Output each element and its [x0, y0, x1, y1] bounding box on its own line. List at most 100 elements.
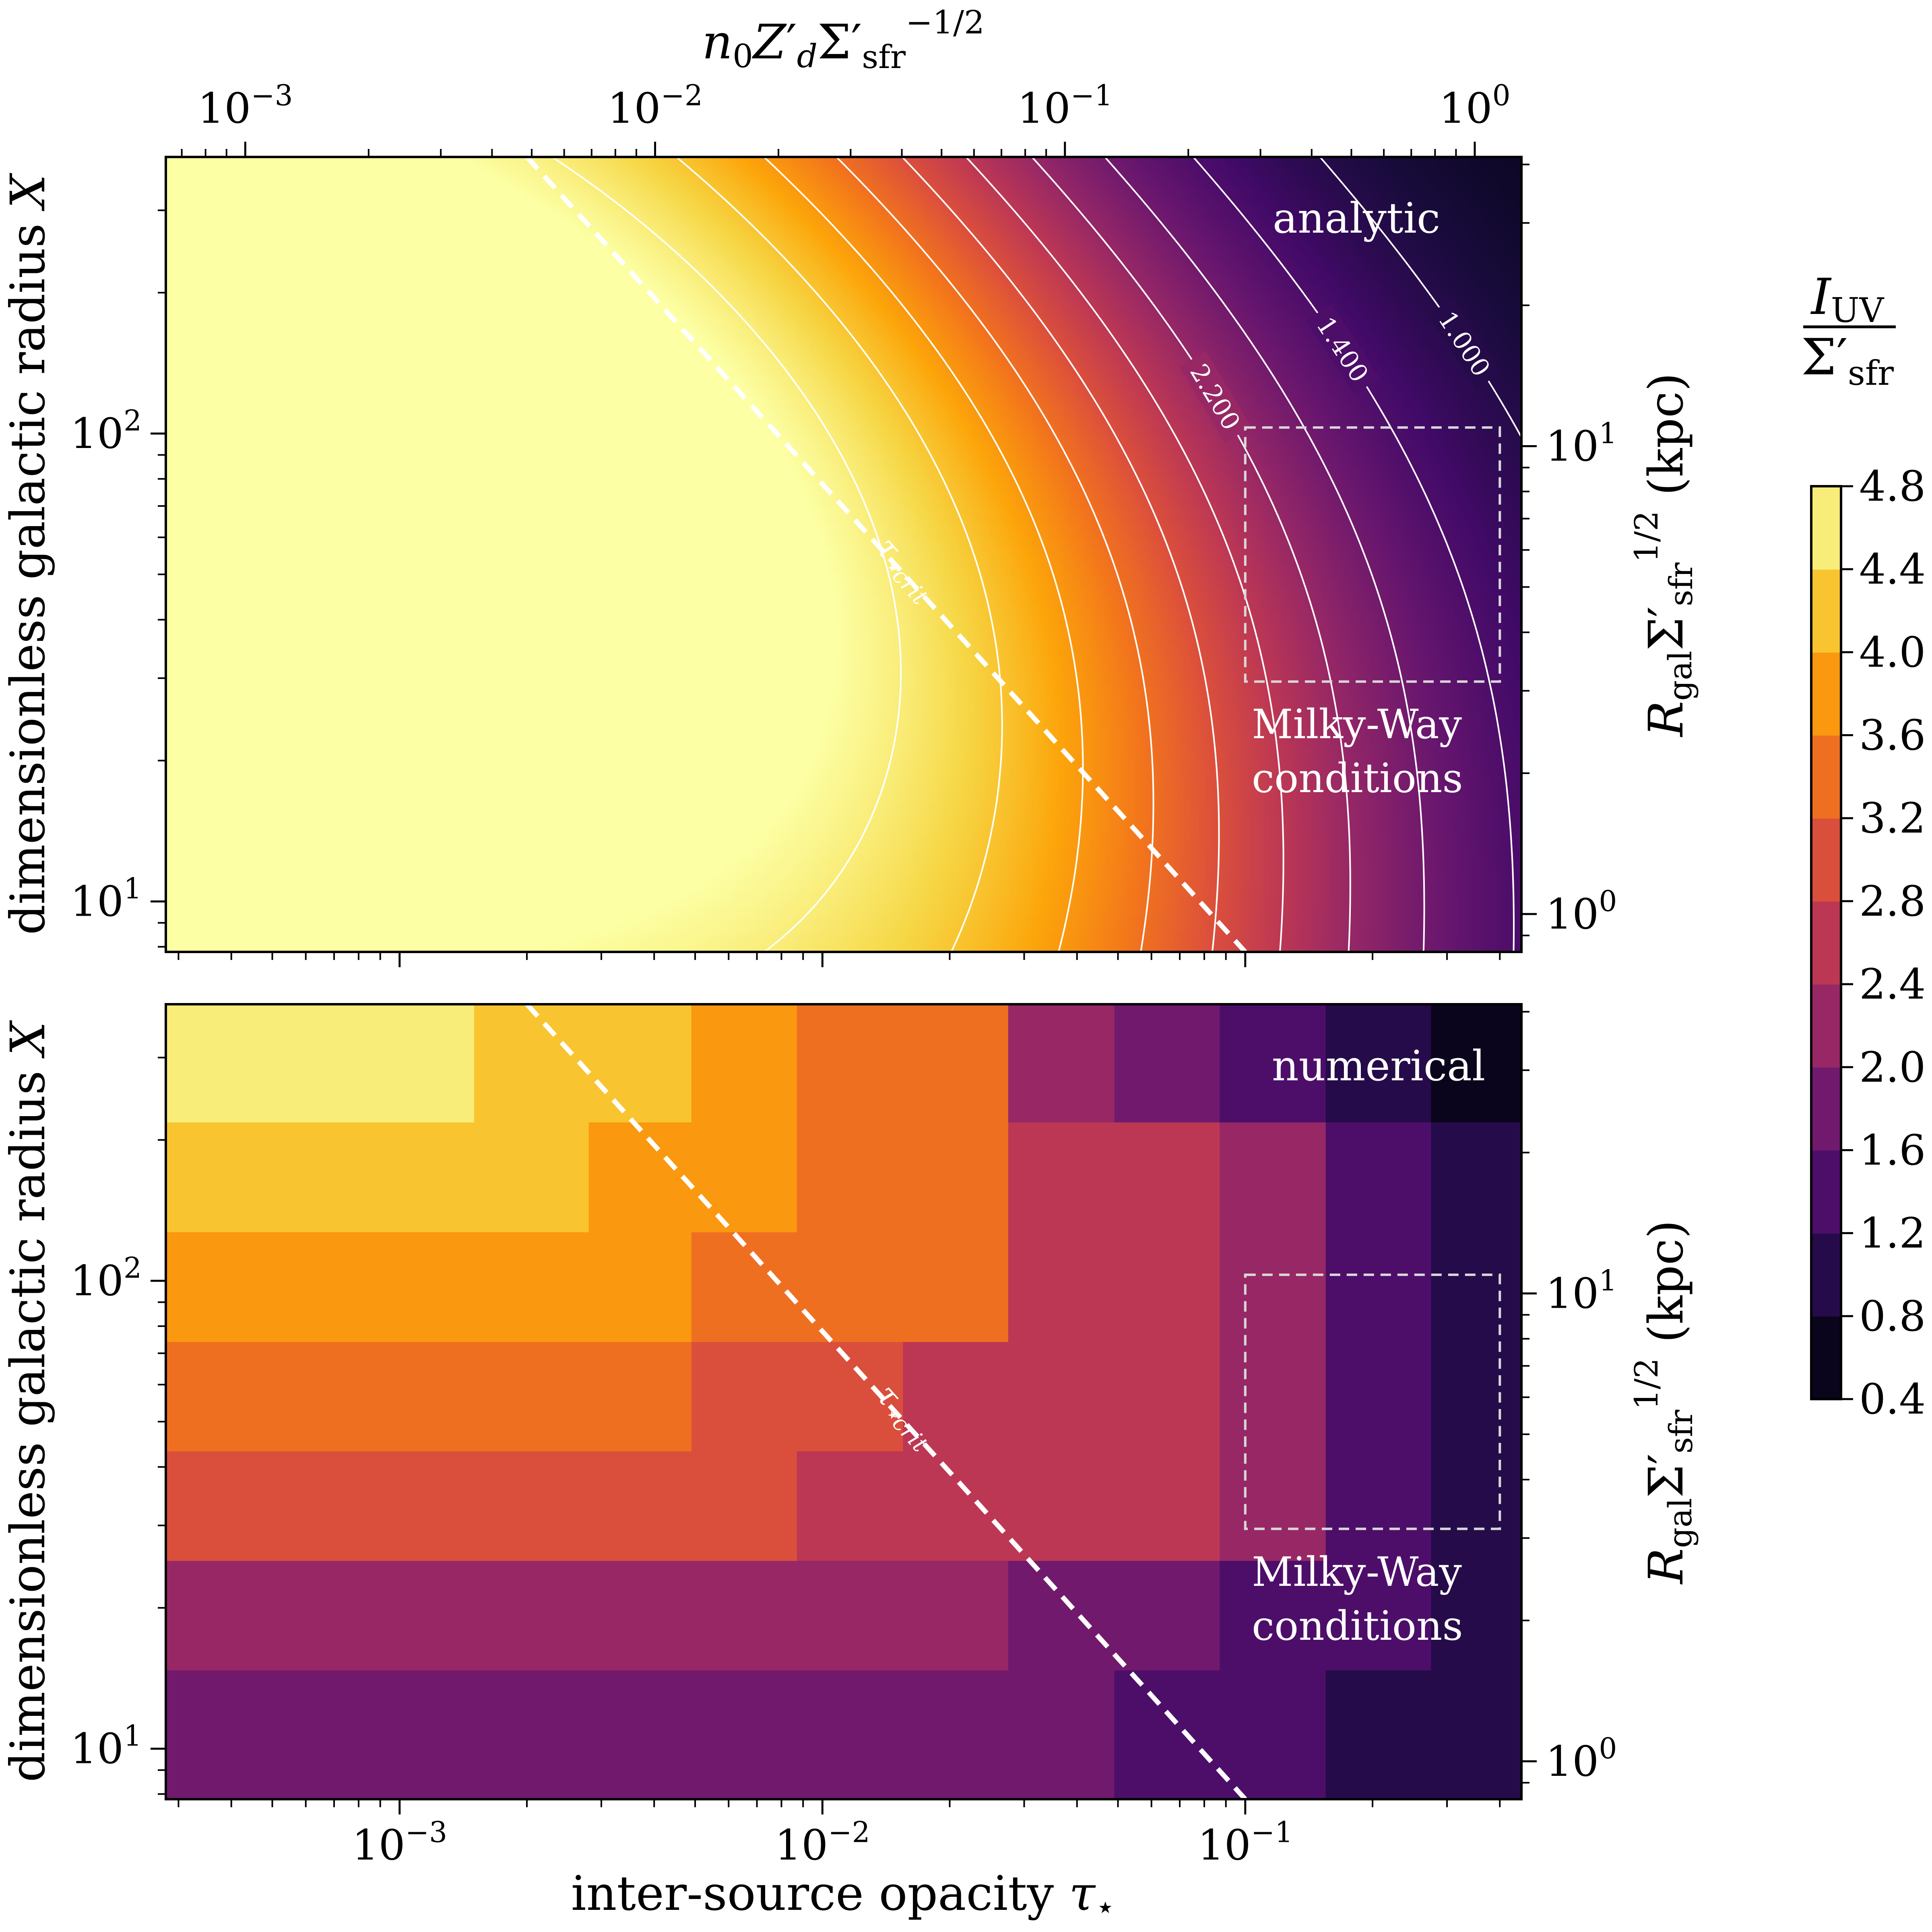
- analytic-band-strip: [1000, 160, 1003, 164]
- analytic-band-strip: [675, 160, 678, 164]
- analytic-band-strip: [1280, 160, 1284, 164]
- analytic-band-strip: [1022, 160, 1026, 164]
- analytic-band-strip: [655, 160, 659, 164]
- analytic-band-strip: [1158, 160, 1161, 164]
- analytic-band-strip: [1274, 160, 1277, 164]
- analytic-band-strip: [617, 160, 620, 164]
- analytic-band-strip: [1251, 160, 1255, 164]
- analytic-band-strip: [990, 160, 994, 164]
- analytic-band-strip: [636, 160, 640, 164]
- analytic-band-strip: [958, 160, 962, 164]
- analytic-band-strip: [1183, 160, 1187, 164]
- analytic-band-strip: [591, 160, 594, 164]
- analytic-band-strip: [166, 160, 466, 164]
- analytic-band-strip: [1315, 160, 1319, 164]
- analytic-band-strip: [488, 160, 491, 164]
- analytic-band-strip: [1090, 160, 1094, 164]
- analytic-band-strip: [1093, 160, 1097, 164]
- analytic-band-strip: [584, 160, 588, 164]
- analytic-band-strip: [877, 160, 881, 164]
- analytic-band-strip: [861, 160, 865, 164]
- analytic-band-strip: [1087, 160, 1090, 164]
- analytic-band-strip: [1319, 160, 1322, 164]
- analytic-band-strip: [961, 160, 965, 164]
- analytic-band-strip: [1286, 160, 1290, 164]
- analytic-band-strip: [1354, 160, 1358, 164]
- analytic-band-strip: [662, 160, 665, 164]
- analytic-band-strip: [1222, 160, 1226, 164]
- analytic-band-strip: [871, 160, 875, 164]
- analytic-band-strip: [691, 160, 694, 164]
- analytic-band-strip: [668, 160, 672, 164]
- analytic-band-strip: [507, 160, 511, 164]
- analytic-band-strip: [910, 160, 913, 164]
- analytic-band-strip: [1074, 160, 1077, 164]
- analytic-band-strip: [1296, 160, 1300, 164]
- analytic-band-strip: [803, 160, 807, 164]
- analytic-band-strip: [649, 160, 652, 164]
- analytic-band-strip: [646, 160, 649, 164]
- analytic-band-strip: [926, 160, 929, 164]
- analytic-band-strip: [1344, 160, 1348, 164]
- analytic-band-strip: [832, 160, 836, 164]
- analytic-band-strip: [1038, 160, 1042, 164]
- analytic-band-strip: [697, 160, 701, 164]
- analytic-band-strip: [964, 160, 968, 164]
- analytic-band-strip: [1235, 160, 1238, 164]
- analytic-band-strip: [781, 160, 784, 164]
- analytic-band-strip: [778, 160, 781, 164]
- analytic-band-strip: [1071, 160, 1074, 164]
- analytic-band-strip: [630, 160, 633, 164]
- analytic-band-strip: [952, 160, 955, 164]
- analytic-band-strip: [1299, 160, 1303, 164]
- analytic-band-strip: [710, 160, 714, 164]
- analytic-band-strip: [610, 160, 614, 164]
- analytic-band-strip: [1122, 160, 1126, 164]
- analytic-band-strip: [652, 160, 656, 164]
- analytic-band-strip: [881, 160, 884, 164]
- analytic-band-strip: [1241, 160, 1245, 164]
- analytic-band-strip: [987, 160, 991, 164]
- analytic-band-strip: [713, 160, 717, 164]
- analytic-band-strip: [742, 160, 746, 164]
- analytic-band-strip: [633, 160, 636, 164]
- analytic-band-strip: [1370, 160, 1374, 164]
- analytic-band-strip: [736, 160, 739, 164]
- analytic-band-strip: [894, 160, 897, 164]
- analytic-band-strip: [491, 160, 495, 164]
- analytic-heatmap: [166, 157, 1528, 959]
- analytic-band-strip: [1129, 160, 1132, 164]
- analytic-band-strip: [916, 160, 920, 164]
- analytic-band-strip: [787, 160, 791, 164]
- analytic-band-strip: [1254, 160, 1258, 164]
- analytic-band-strip: [923, 160, 926, 164]
- analytic-band-strip: [1338, 160, 1342, 164]
- analytic-band-strip: [855, 160, 859, 164]
- analytic-band-strip: [980, 160, 984, 164]
- analytic-band-strip: [865, 160, 868, 164]
- analytic-band-strip: [848, 160, 852, 164]
- analytic-band-strip: [510, 160, 514, 164]
- analytic-band-strip: [1029, 160, 1032, 164]
- analytic-band-strip: [1203, 160, 1206, 164]
- analytic-band-strip: [1177, 160, 1181, 164]
- analytic-band-strip: [1064, 160, 1068, 164]
- analytic-band-strip: [1267, 160, 1271, 164]
- analytic-band-strip: [1335, 160, 1338, 164]
- analytic-band-strip: [887, 160, 891, 164]
- analytic-band-strip: [1212, 160, 1216, 164]
- analytic-band-strip: [955, 160, 958, 164]
- analytic-band-strip: [1257, 160, 1261, 164]
- analytic-band-strip: [1006, 160, 1010, 164]
- analytic-band-strip: [948, 160, 952, 164]
- analytic-band-strip: [472, 160, 475, 164]
- analytic-band-strip: [1138, 160, 1142, 164]
- analytic-band-strip: [1373, 160, 1377, 164]
- analytic-band-strip: [704, 160, 707, 164]
- analytic-band-strip: [613, 160, 617, 164]
- analytic-band-strip: [565, 160, 569, 164]
- analytic-band-strip: [520, 160, 524, 164]
- analytic-band-strip: [1351, 160, 1354, 164]
- analytic-band-strip: [784, 160, 788, 164]
- analytic-band-strip: [913, 160, 916, 164]
